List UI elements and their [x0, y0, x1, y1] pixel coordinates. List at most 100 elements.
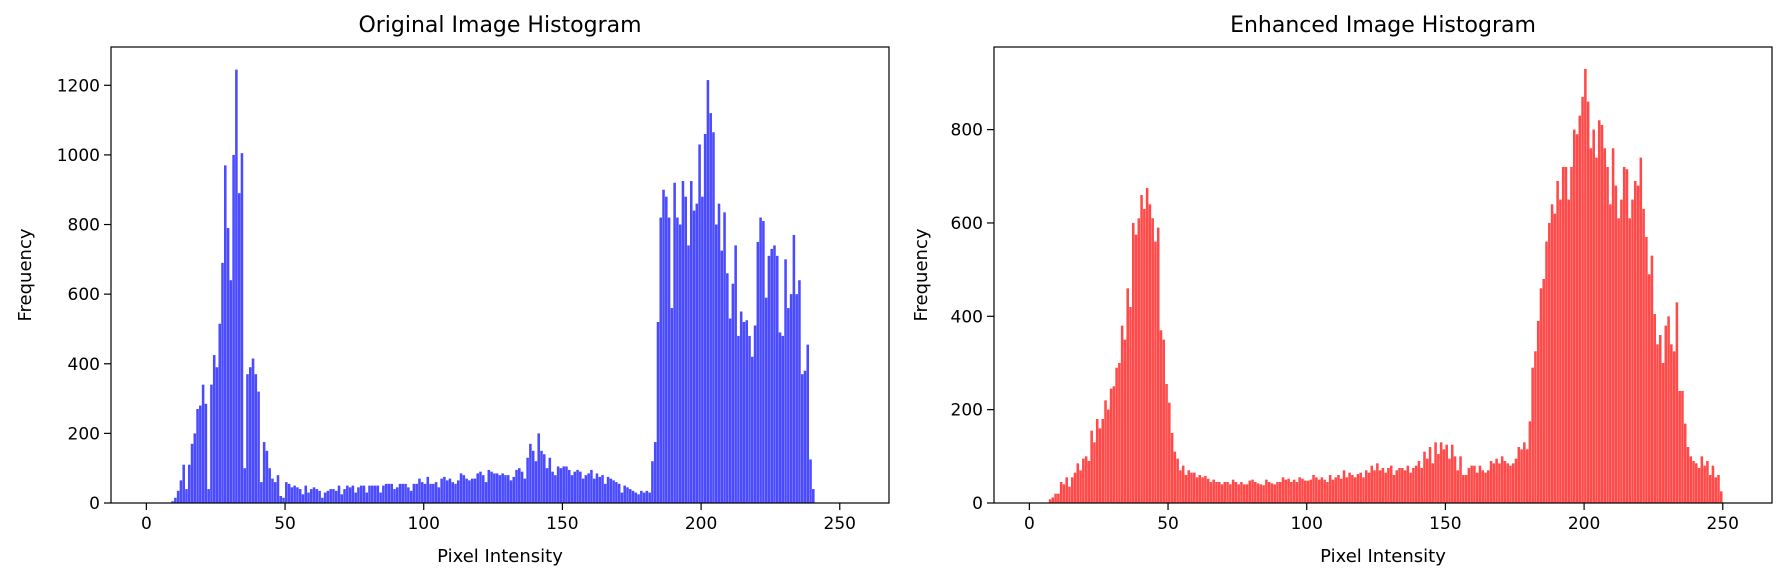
histogram-bar [218, 323, 222, 503]
histogram-bar [1531, 367, 1534, 503]
histogram-bar [457, 480, 460, 503]
histogram-bar [537, 433, 540, 503]
chart-title: Original Image Histogram [358, 13, 641, 38]
x-tick-label: 200 [1568, 514, 1600, 534]
histogram-bar [362, 485, 366, 503]
histogram-bar [1487, 470, 1490, 503]
histogram-bar [232, 154, 235, 503]
histogram-bar [606, 476, 610, 503]
histogram-bar [1068, 486, 1071, 503]
histogram-bar [1320, 477, 1324, 503]
histogram-bar [1595, 157, 1598, 503]
histogram-bar [329, 489, 332, 503]
histogram-bar [337, 485, 341, 503]
histogram-bar [1093, 442, 1096, 503]
histogram-bar [642, 492, 646, 503]
histogram-bar [193, 433, 197, 503]
histogram-bar [1198, 475, 1202, 503]
x-tick-label: 100 [1290, 514, 1322, 534]
histogram-bar [529, 443, 532, 503]
histogram-bar [1650, 255, 1654, 503]
histogram-bar [1156, 227, 1160, 503]
histogram-bar [1603, 148, 1607, 503]
histogram-bar [615, 482, 618, 503]
histogram-bar [1087, 460, 1091, 503]
histogram-bar [404, 483, 407, 503]
y-tick-label: 200 [68, 424, 100, 444]
histogram-bar [1620, 199, 1623, 503]
x-tick-label: 150 [546, 514, 578, 534]
histogram-bar [1376, 463, 1379, 503]
histogram-bar [1683, 423, 1687, 503]
histogram-bar [346, 485, 349, 503]
histogram-bar [1295, 482, 1299, 503]
histogram-bar [1550, 204, 1554, 504]
histogram-bar [1292, 479, 1296, 503]
histogram-bar [540, 450, 543, 503]
histogram-bar [470, 478, 474, 503]
histogram-bar [1251, 479, 1254, 503]
histogram-bar [1470, 465, 1473, 503]
histogram-bar [240, 153, 244, 504]
histogram-bar [459, 473, 463, 503]
histogram-bar [382, 485, 385, 503]
histogram-bar [440, 478, 443, 503]
histogram-bar [1575, 134, 1579, 503]
y-tick-label: 600 [68, 285, 100, 305]
histogram-bar [390, 483, 393, 503]
histogram-bar [368, 485, 371, 503]
histogram-bar [1700, 456, 1704, 503]
histogram-bar [1148, 204, 1152, 504]
histogram-bar [1473, 465, 1476, 503]
histogram-bar [648, 492, 651, 503]
bar-group [1048, 68, 1723, 504]
histogram-bar [506, 475, 510, 503]
histogram-bar [562, 466, 565, 503]
histogram-bar [443, 476, 446, 503]
y-tick-label: 400 [951, 307, 983, 327]
histogram-bar [1340, 478, 1343, 503]
histogram-bar [601, 475, 604, 503]
histogram-bar [631, 490, 635, 503]
histogram-bar [235, 69, 238, 503]
histogram-bar [1428, 446, 1432, 503]
histogram-bar [767, 255, 771, 503]
histogram-bar [1331, 479, 1335, 503]
histogram-bar [321, 497, 324, 503]
histogram-bar [623, 485, 626, 503]
y-axis-ticks: 0 200 400 600 800 1000 1200 [57, 76, 111, 514]
histogram-bar [673, 182, 676, 503]
histogram-bar [1162, 339, 1166, 503]
histogram-bar [182, 464, 185, 503]
histogram-bar [1223, 482, 1227, 503]
histogram-bar [1079, 470, 1082, 503]
histogram-bar [1664, 325, 1668, 503]
histogram-bar [1118, 362, 1121, 503]
histogram-bar [1692, 460, 1695, 503]
histogram-bar [1107, 409, 1110, 503]
histogram-bar [199, 405, 202, 503]
histogram-bar [210, 384, 213, 503]
histogram-bar [1511, 463, 1515, 503]
histogram-bar [592, 478, 596, 503]
histogram-bar [365, 492, 369, 503]
histogram-bar [1298, 477, 1301, 503]
histogram-bar [1273, 484, 1276, 503]
histogram-bar [1578, 115, 1582, 504]
y-tick-label: 800 [951, 121, 983, 141]
histogram-bar [1140, 194, 1143, 503]
histogram-bar [407, 487, 410, 503]
plot-frame [110, 46, 890, 504]
histogram-bar [290, 487, 294, 503]
x-tick-label: 0 [141, 514, 152, 534]
histogram-bar [1431, 463, 1435, 503]
histogram-bar [678, 224, 682, 503]
histogram-bar [617, 483, 621, 503]
histogram-bar [1667, 316, 1670, 503]
histogram-bar [429, 483, 432, 503]
histogram-bar [1370, 465, 1374, 503]
histogram-bar [409, 490, 413, 503]
histogram-bar [451, 482, 455, 503]
histogram-bar [415, 483, 418, 503]
histogram-bar [251, 358, 255, 503]
